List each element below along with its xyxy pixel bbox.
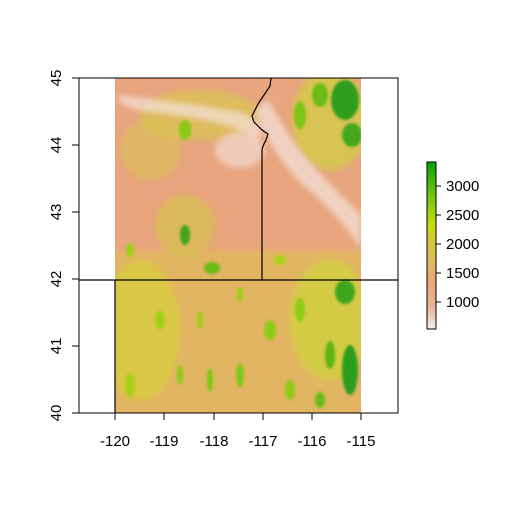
y-tick-label: 45 <box>48 70 65 87</box>
y-tick-label: 43 <box>48 204 65 221</box>
y-tick-label: 42 <box>48 271 65 288</box>
x-tick-label: -118 <box>200 433 229 450</box>
y-tick-label: 40 <box>48 405 65 422</box>
x-axis <box>114 412 362 420</box>
y-axis <box>72 77 80 414</box>
elevation-legend: 3000 2500 2000 1500 1000 <box>426 161 479 330</box>
elevation-raster <box>115 78 361 413</box>
legend-label: 2000 <box>446 236 479 253</box>
state-borders <box>79 77 398 413</box>
mountain-ranges <box>125 80 361 408</box>
snake-river-border <box>251 77 272 151</box>
legend-label: 1500 <box>446 265 479 282</box>
y-tick-label: 44 <box>48 137 65 154</box>
x-tick-label: -117 <box>249 433 278 450</box>
river-valley <box>118 95 361 250</box>
legend-ticks <box>436 185 441 303</box>
y-tick-labels: 40 41 42 43 44 45 <box>48 70 65 422</box>
y-tick-label: 41 <box>48 338 65 355</box>
x-tick-label: -120 <box>100 433 130 450</box>
x-tick-label: -119 <box>150 433 179 450</box>
x-tick-label: -115 <box>347 433 376 450</box>
legend-label: 2500 <box>446 207 479 224</box>
x-tick-labels: -120 -119 -118 -117 -116 -115 <box>100 433 375 450</box>
legend-label: 3000 <box>446 178 479 195</box>
legend-colorbar <box>426 161 437 330</box>
legend-label: 1000 <box>446 294 479 311</box>
x-tick-label: -116 <box>298 433 327 450</box>
